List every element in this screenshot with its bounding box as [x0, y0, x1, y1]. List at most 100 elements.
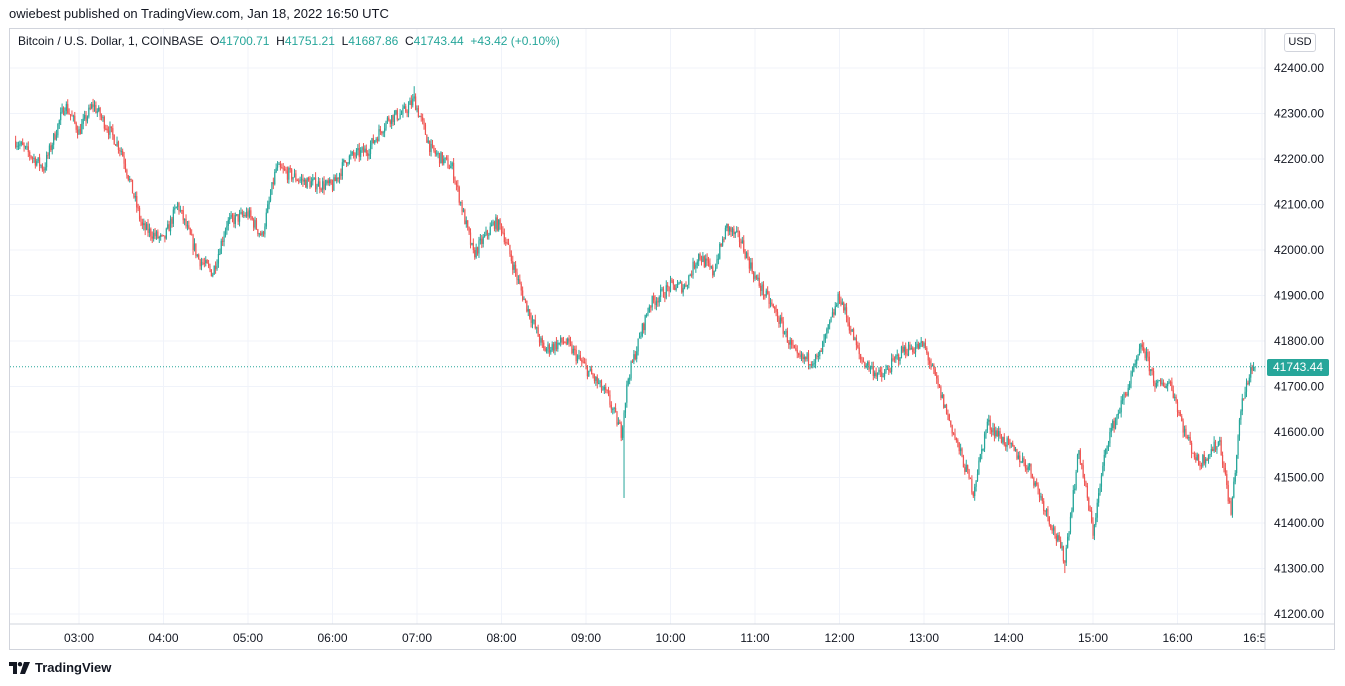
candle-body	[396, 110, 398, 120]
candle-body	[655, 301, 658, 306]
candle-body	[530, 317, 532, 323]
candle-body	[378, 129, 380, 142]
candle-body	[743, 240, 745, 252]
candle-body	[550, 350, 552, 353]
candle-body	[484, 234, 486, 237]
candle-body	[289, 168, 291, 170]
candle-body	[1205, 459, 1207, 464]
candle-body	[407, 104, 410, 113]
candle-body	[720, 243, 722, 246]
candle-body	[244, 214, 246, 217]
candle-body	[298, 180, 300, 182]
candle-body	[269, 194, 272, 201]
candle-body	[1069, 516, 1072, 533]
candle-body	[641, 323, 643, 336]
y-tick-label: 41400.00	[1274, 516, 1324, 530]
candle-body	[307, 177, 310, 181]
candle-body	[662, 288, 665, 298]
candle-body	[1182, 421, 1184, 433]
candle-body	[72, 115, 74, 117]
candle-body	[910, 348, 912, 350]
candle-body	[526, 300, 528, 312]
candle-body	[1221, 455, 1224, 465]
candle-body	[616, 411, 618, 425]
low-label: L	[341, 34, 349, 48]
candle-body	[802, 354, 804, 360]
candle-body	[893, 358, 896, 360]
candle-body	[961, 448, 963, 457]
candle-body	[406, 111, 408, 113]
candle-body	[181, 210, 183, 212]
candle-body	[768, 293, 770, 304]
y-tick-label: 42300.00	[1274, 107, 1324, 121]
candle-body	[609, 394, 611, 405]
candle-body	[519, 279, 521, 284]
candle-body	[748, 258, 750, 269]
candle-body	[613, 407, 615, 409]
candle-body	[831, 312, 834, 317]
candle-body	[692, 261, 694, 275]
x-tick-label: 16:00	[1162, 631, 1192, 645]
candle-body	[1183, 428, 1186, 433]
candle-body	[1154, 382, 1156, 387]
candle-body	[740, 242, 742, 244]
candle-body	[522, 290, 524, 300]
candle-body	[1033, 478, 1035, 486]
candle-body	[650, 306, 652, 308]
candle-body	[799, 355, 801, 358]
candle-body	[857, 345, 859, 348]
candle-body	[116, 141, 118, 146]
candle-body	[778, 320, 780, 324]
candle-body	[885, 369, 887, 373]
candle-body	[1089, 510, 1091, 512]
candle-body	[320, 189, 322, 191]
candle-body	[76, 129, 79, 135]
candle-body	[674, 284, 676, 290]
candle-body	[231, 214, 234, 218]
candle-body	[474, 249, 476, 258]
candle-body	[34, 157, 36, 166]
candle-body	[537, 327, 539, 337]
candle-body	[1220, 440, 1222, 456]
candle-body	[848, 322, 850, 331]
symbol-label[interactable]: Bitcoin / U.S. Dollar, 1, COINBASE	[18, 34, 204, 48]
candle-body	[1105, 448, 1107, 455]
candle-body	[672, 280, 674, 285]
candle-body	[707, 260, 710, 263]
candle-body	[37, 157, 39, 162]
candle-body	[67, 104, 69, 114]
candle-body	[1196, 454, 1198, 461]
candle-body	[155, 231, 158, 237]
currency-button[interactable]: USD	[1284, 33, 1316, 52]
candle-body	[1099, 486, 1101, 494]
candle-body	[813, 362, 815, 365]
candle-body	[606, 390, 608, 392]
candle-body	[285, 169, 287, 172]
footer-brand[interactable]: TradingView	[9, 660, 111, 675]
x-tick-label: 13:00	[909, 631, 939, 645]
candle-body	[791, 340, 793, 345]
candle-body	[29, 152, 31, 157]
candle-body	[883, 372, 886, 377]
candle-body	[175, 206, 177, 209]
candle-body	[726, 223, 728, 228]
candle-body	[384, 128, 386, 133]
candle-body	[775, 309, 777, 312]
candle-body	[998, 431, 1000, 437]
candle-body	[878, 369, 880, 374]
high-label: H	[276, 34, 285, 48]
candle-body	[282, 168, 284, 170]
candle-body	[940, 386, 942, 398]
open-value: 41700.71	[219, 34, 270, 48]
candle-body	[891, 358, 893, 372]
candle-body	[496, 217, 498, 231]
candle-body	[1027, 466, 1029, 470]
candle-body	[1167, 383, 1169, 386]
candle-body	[313, 177, 315, 179]
candle-body	[1112, 420, 1114, 428]
candle-body	[445, 157, 448, 159]
candle-body	[1126, 394, 1128, 396]
candle-body	[136, 196, 138, 208]
candle-body	[1174, 396, 1176, 398]
